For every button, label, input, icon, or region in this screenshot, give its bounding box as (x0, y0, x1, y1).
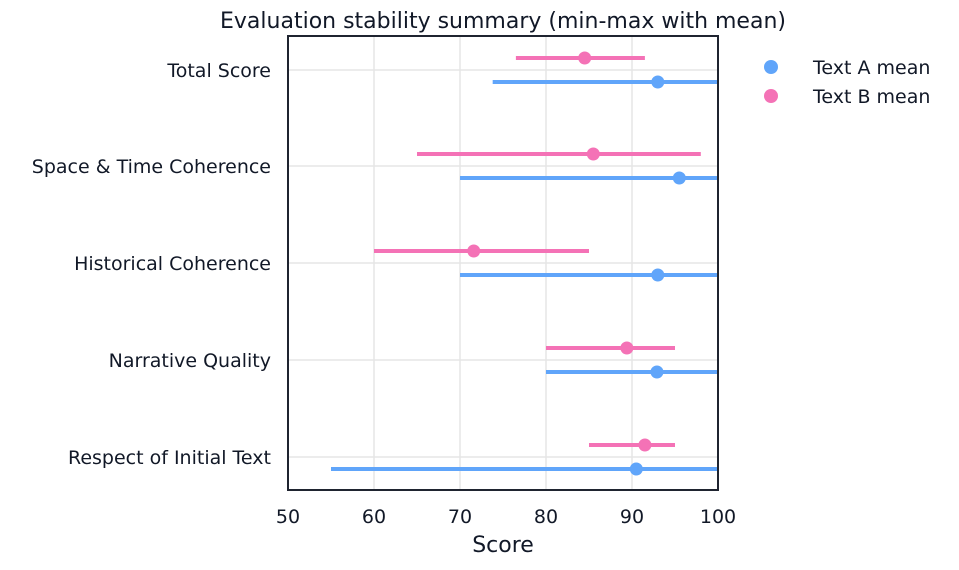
y-tick-label: Space & Time Coherence (32, 156, 271, 178)
y-tick-label: Historical Coherence (74, 253, 271, 275)
mean-point (651, 75, 665, 89)
marks (331, 51, 718, 476)
mean-point (638, 438, 652, 452)
legend: Text A mean Text B mean (764, 57, 930, 108)
legend-marker (764, 89, 778, 103)
x-tick-label: 80 (534, 506, 558, 528)
y-ticks: Total Score Space & Time Coherence Histori… (32, 60, 271, 469)
mean-point (650, 365, 664, 379)
y-tick-label: Narrative Quality (109, 350, 271, 372)
x-tick-label: 50 (276, 506, 300, 528)
x-tick-label: 90 (620, 506, 644, 528)
mean-point (467, 244, 481, 258)
legend-label: Text A mean (812, 57, 930, 79)
plot-frame (287, 35, 719, 491)
mean-point (620, 341, 634, 355)
mean-point (672, 171, 686, 185)
x-tick-label: 60 (362, 506, 386, 528)
chart-title: Evaluation stability summary (min-max wi… (220, 9, 786, 34)
mean-point (651, 268, 665, 282)
x-tick-label: 100 (700, 506, 736, 528)
legend-label: Text B mean (812, 86, 930, 108)
x-axis-label: Score (472, 533, 534, 558)
grid (287, 36, 719, 490)
y-tick-label: Total Score (166, 60, 271, 82)
mean-point (578, 51, 592, 65)
y-tick-label: Respect of Initial Text (68, 447, 271, 469)
x-tick-label: 70 (448, 506, 472, 528)
mean-point (629, 462, 643, 476)
mean-point (586, 147, 600, 161)
legend-marker (764, 60, 778, 74)
x-ticks: 50 60 70 80 90 100 (276, 506, 736, 528)
